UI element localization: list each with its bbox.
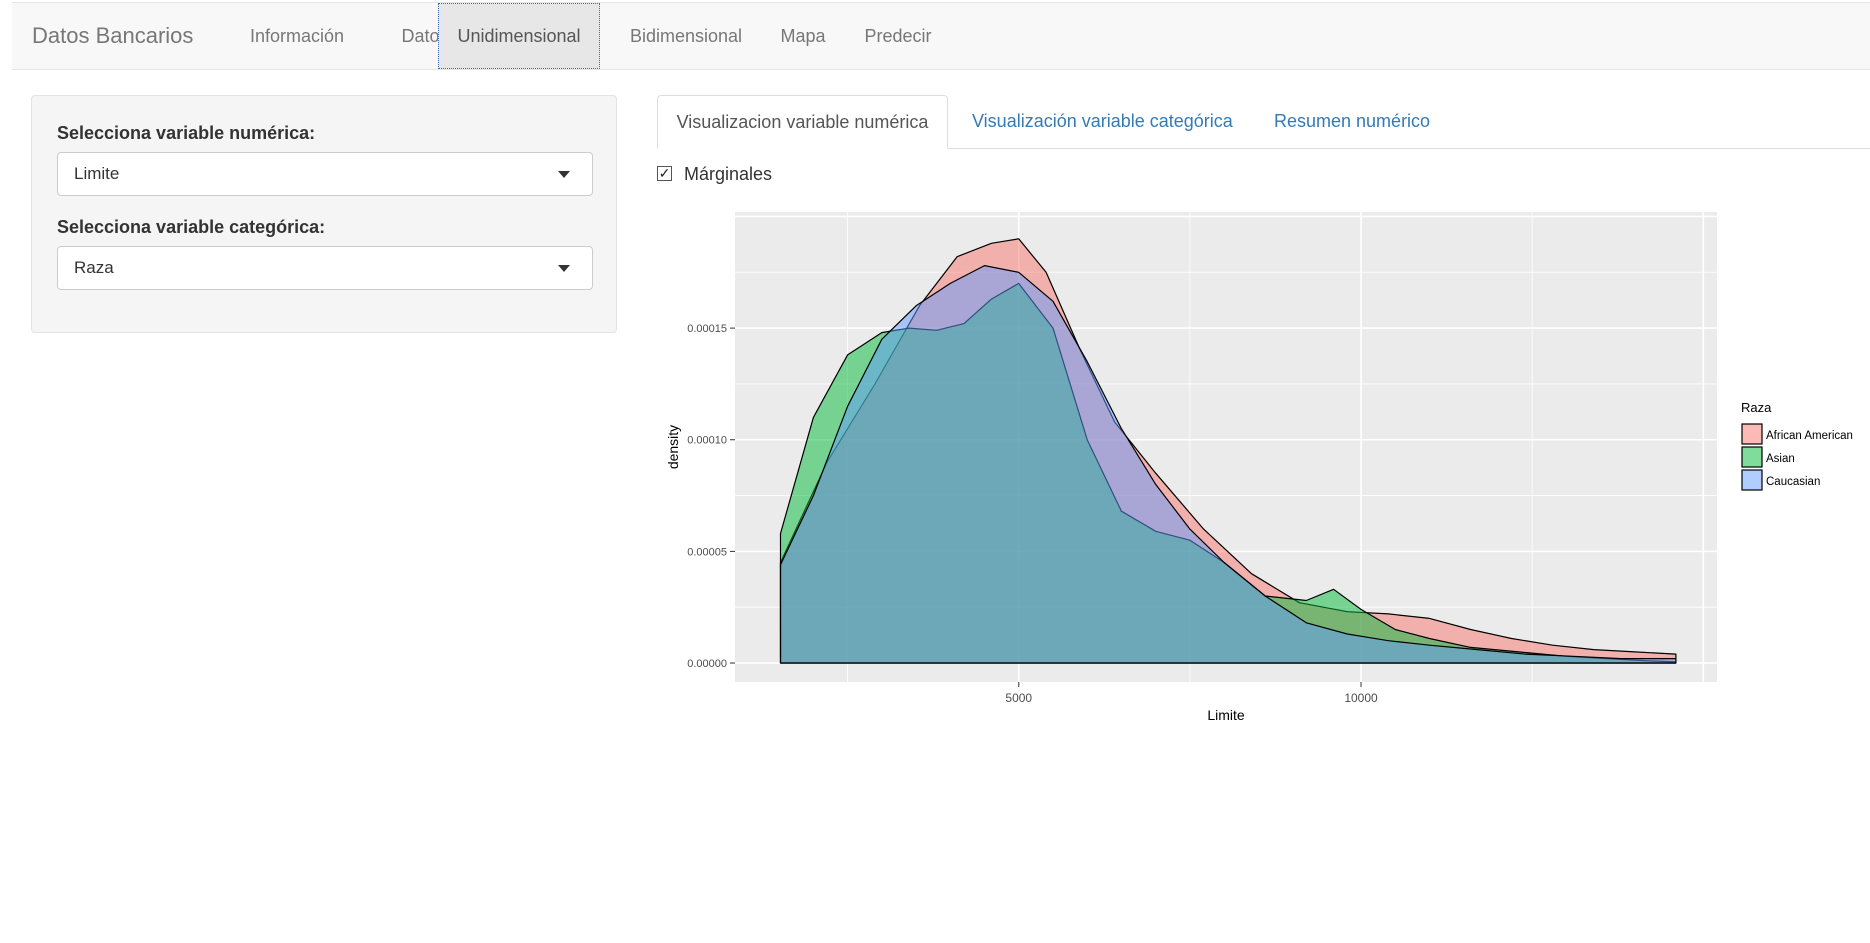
- navbar: Datos Bancarios Información Datos Unidim…: [12, 2, 1870, 70]
- navbar-brand[interactable]: Datos Bancarios: [32, 23, 194, 48]
- legend-title: Raza: [1741, 400, 1772, 415]
- categorical-variable-select[interactable]: Raza: [57, 246, 593, 290]
- density-area-caucasian: [779, 265, 1677, 664]
- legend-swatch: [1741, 423, 1763, 445]
- marginales-checkbox[interactable]: ✓: [657, 165, 672, 181]
- marginales-label: Márginales: [684, 164, 773, 184]
- nav-item-bidimensional[interactable]: Bidimensional: [629, 26, 743, 46]
- sidebar-panel: Selecciona variable numérica: Limite Sel…: [31, 95, 617, 333]
- categorical-variable-label: Selecciona variable categórica:: [57, 217, 326, 237]
- density-chart: 5000 10000 0.00000 0.00005 0.00010 0.00015 Lim…: [665, 212, 1853, 723]
- numeric-variable-select[interactable]: Limite: [57, 152, 593, 196]
- nav-item-unidimensional[interactable]: Unidimensional: [438, 3, 600, 69]
- legend-label: Asian: [1766, 453, 1795, 465]
- categorical-variable-value: Raza: [74, 258, 114, 277]
- nav-item-predecir[interactable]: Predecir: [864, 26, 932, 46]
- caret-down-icon: [558, 265, 570, 272]
- y-axis-label: density: [665, 425, 681, 469]
- caret-down-icon: [558, 171, 570, 178]
- legend-swatch: [1741, 469, 1763, 491]
- x-tick-label: 5000: [1005, 691, 1032, 705]
- numeric-variable-value: Limite: [74, 164, 120, 183]
- nav-item-informacion[interactable]: Información: [249, 26, 345, 46]
- nav-item-datos[interactable]: Datos: [401, 26, 449, 46]
- legend-label: Caucasian: [1766, 476, 1820, 488]
- tab-numeric-visualization[interactable]: Visualizacion variable numérica: [657, 95, 948, 149]
- y-tick-label: 0.00015: [687, 323, 727, 335]
- tab-categorical-visualization[interactable]: Visualización variable categórica: [972, 111, 1233, 131]
- legend-swatch: [1741, 446, 1763, 468]
- tab-numeric-summary[interactable]: Resumen numérico: [1274, 111, 1431, 131]
- legend-label: African American: [1766, 430, 1853, 442]
- nav-item-mapa[interactable]: Mapa: [780, 26, 826, 46]
- y-tick-label: 0.00000: [687, 658, 727, 670]
- tabs-bar: Visualizacion variable numérica Visualiz…: [657, 95, 1870, 149]
- x-axis-label: Limite: [1207, 707, 1245, 723]
- x-tick-label: 10000: [1344, 691, 1378, 705]
- numeric-variable-label: Selecciona variable numérica:: [57, 123, 316, 143]
- y-tick-label: 0.00010: [687, 435, 727, 447]
- y-tick-label: 0.00005: [687, 546, 727, 558]
